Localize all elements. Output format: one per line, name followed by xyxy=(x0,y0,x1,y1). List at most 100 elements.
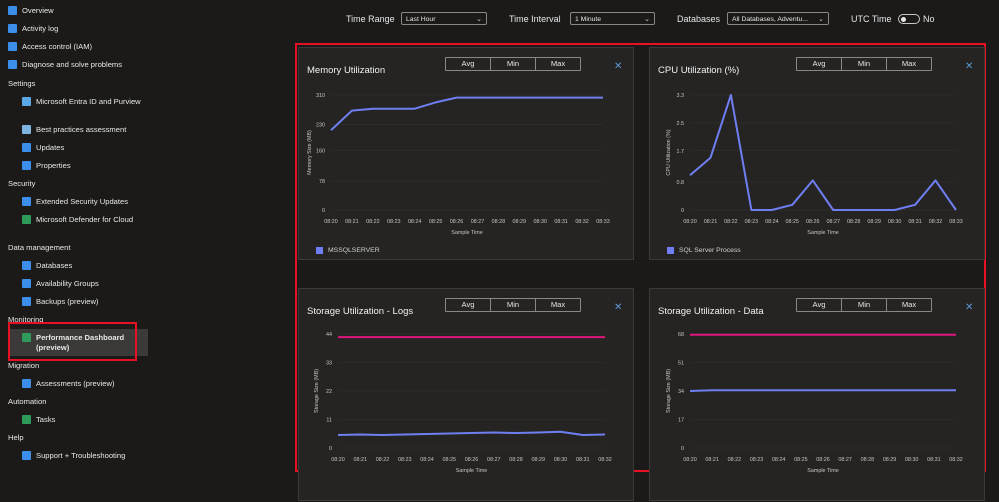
sidebar-item[interactable]: Microsoft Entra ID and Purview xyxy=(22,97,150,107)
sidebar-group[interactable]: Migration xyxy=(8,361,39,370)
sidebar-item[interactable]: Performance Dashboard (preview) xyxy=(22,333,150,353)
x-tick-label: 08:26 xyxy=(806,219,820,225)
sidebar-item[interactable]: Diagnose and solve problems xyxy=(8,60,122,70)
series-line xyxy=(689,389,956,392)
x-tick-label: 08:22 xyxy=(724,219,738,225)
sidebar-item[interactable]: Activity log xyxy=(8,24,58,34)
avg-button[interactable]: Avg xyxy=(812,59,826,68)
sidebar-item[interactable]: Extended Security Updates xyxy=(22,197,150,207)
sidebar-item-label: Best practices assessment xyxy=(36,125,127,134)
sidebar-item[interactable]: Assessments (preview) xyxy=(22,379,150,389)
x-tick-label: 08:28 xyxy=(492,219,506,225)
min-button[interactable]: Min xyxy=(490,58,535,70)
storage-data-panel: Storage Utilization - Data Avg Min Max ✕… xyxy=(649,288,985,501)
y-tick-label: 78 xyxy=(319,179,325,185)
databases-dropdown[interactable]: All Databases, Adventu... ⌄ xyxy=(727,12,829,25)
sidebar-item[interactable]: Availability Groups xyxy=(22,279,150,289)
sidebar-group[interactable]: Settings xyxy=(8,79,35,88)
close-icon[interactable]: ✕ xyxy=(614,61,623,72)
sidebar-item-label: Microsoft Entra ID and Purview xyxy=(36,97,141,106)
close-icon[interactable]: ✕ xyxy=(965,61,974,72)
min-button[interactable]: Min xyxy=(841,299,886,311)
close-icon[interactable]: ✕ xyxy=(965,302,974,313)
time-interval-dropdown[interactable]: 1 Minute ⌄ xyxy=(570,12,655,25)
max-button[interactable]: Max xyxy=(535,299,580,311)
highlight-box-performance-dashboard xyxy=(8,322,137,361)
y-tick-label: 17 xyxy=(678,418,684,424)
x-tick-label: 08:29 xyxy=(867,219,881,225)
sidebar-item-label: Properties xyxy=(36,161,71,170)
databases-value: All Databases, Adventu... xyxy=(732,16,808,23)
aggregation-selector: Avg Min Max xyxy=(796,57,932,71)
x-tick-label: 08:25 xyxy=(443,457,457,463)
max-button[interactable]: Max xyxy=(886,299,931,311)
sidebar-group[interactable]: Automation xyxy=(8,397,46,406)
sidebar-item-label: Activity log xyxy=(22,24,59,33)
aggregation-selector: Avg Min Max xyxy=(445,57,581,71)
avg-button[interactable]: Avg xyxy=(461,59,475,68)
sidebar-item[interactable]: Microsoft Defender for Cloud xyxy=(22,215,150,225)
x-tick-label: 08:29 xyxy=(532,457,546,463)
x-tick-label: 08:21 xyxy=(354,457,368,463)
x-axis-label: Sample Time xyxy=(451,230,482,236)
y-tick-label: 230 xyxy=(316,123,325,129)
sidebar-group-label: Help xyxy=(8,433,24,442)
sidebar-item[interactable]: Backups (preview) xyxy=(22,297,150,307)
x-tick-label: 08:23 xyxy=(398,457,412,463)
time-range-dropdown[interactable]: Last Hour ⌄ xyxy=(401,12,487,25)
sidebar-group[interactable]: Monitoring xyxy=(8,315,43,324)
utc-time-value: No xyxy=(923,14,935,24)
x-tick-label: 08:22 xyxy=(376,457,390,463)
security-updates-icon xyxy=(22,197,31,206)
y-tick-label: 0.8 xyxy=(677,180,685,186)
y-tick-label: 310 xyxy=(316,93,325,99)
sidebar-group[interactable]: Security xyxy=(8,179,35,188)
cpu-utilization-panel: CPU Utilization (%) Avg Min Max ✕ 0 0.8 1.… xyxy=(649,47,985,260)
max-button[interactable]: Max xyxy=(535,58,580,70)
panel-title: Storage Utilization - Data xyxy=(658,306,764,317)
utc-time-toggle[interactable] xyxy=(898,14,920,24)
sidebar-item[interactable]: Support + Troubleshooting xyxy=(22,451,150,461)
sidebar-item-label: Availability Groups xyxy=(36,279,99,288)
database-icon xyxy=(22,261,31,270)
y-tick-label: 160 xyxy=(316,149,325,155)
max-button[interactable]: Max xyxy=(886,58,931,70)
x-tick-label: 08:24 xyxy=(420,457,434,463)
y-tick-label: 2.5 xyxy=(677,121,685,127)
sidebar: Overview Activity log Access control (IAM)… xyxy=(0,0,158,475)
x-tick-label: 08:27 xyxy=(487,457,501,463)
sidebar-group[interactable]: Help xyxy=(8,433,24,442)
sidebar-item[interactable]: Best practices assessment xyxy=(22,125,150,135)
chevron-down-icon: ⌄ xyxy=(818,16,824,23)
sidebar-item[interactable]: Databases xyxy=(22,261,150,271)
panel-title: Storage Utilization - Logs xyxy=(307,306,414,317)
x-tick-label: 08:27 xyxy=(471,219,485,225)
sidebar-item[interactable]: Overview xyxy=(8,6,54,16)
min-button[interactable]: Min xyxy=(841,58,886,70)
legend-label: MSSQLSERVER xyxy=(328,247,380,254)
y-tick-label: 0 xyxy=(681,446,684,452)
x-tick-label: 08:20 xyxy=(324,219,338,225)
close-icon[interactable]: ✕ xyxy=(614,302,623,313)
sidebar-group[interactable]: Data management xyxy=(8,243,70,252)
sidebar-item[interactable]: Access control (IAM) xyxy=(8,42,92,52)
x-tick-label: 08:30 xyxy=(888,219,902,225)
overview-icon xyxy=(8,6,17,15)
sidebar-item[interactable]: Tasks xyxy=(22,415,150,425)
avg-button[interactable]: Avg xyxy=(812,300,826,309)
x-tick-label: 08:27 xyxy=(826,219,840,225)
min-button[interactable]: Min xyxy=(490,299,535,311)
x-tick-label: 08:24 xyxy=(765,219,779,225)
x-tick-label: 08:21 xyxy=(705,457,719,463)
support-icon xyxy=(22,451,31,460)
sidebar-item-label: Assessments (preview) xyxy=(36,379,115,388)
x-tick-label: 08:31 xyxy=(554,219,568,225)
x-tick-label: 08:31 xyxy=(927,457,941,463)
memory-utilization-panel: Memory Utilization Avg Min Max ✕ 0 78 160 2… xyxy=(298,47,634,260)
panel-title: Memory Utilization xyxy=(307,65,386,76)
x-tick-label: 08:30 xyxy=(533,219,547,225)
x-tick-label: 08:20 xyxy=(683,457,697,463)
sidebar-item[interactable]: Properties xyxy=(22,161,150,171)
avg-button[interactable]: Avg xyxy=(461,300,475,309)
sidebar-item[interactable]: Updates xyxy=(22,143,150,153)
